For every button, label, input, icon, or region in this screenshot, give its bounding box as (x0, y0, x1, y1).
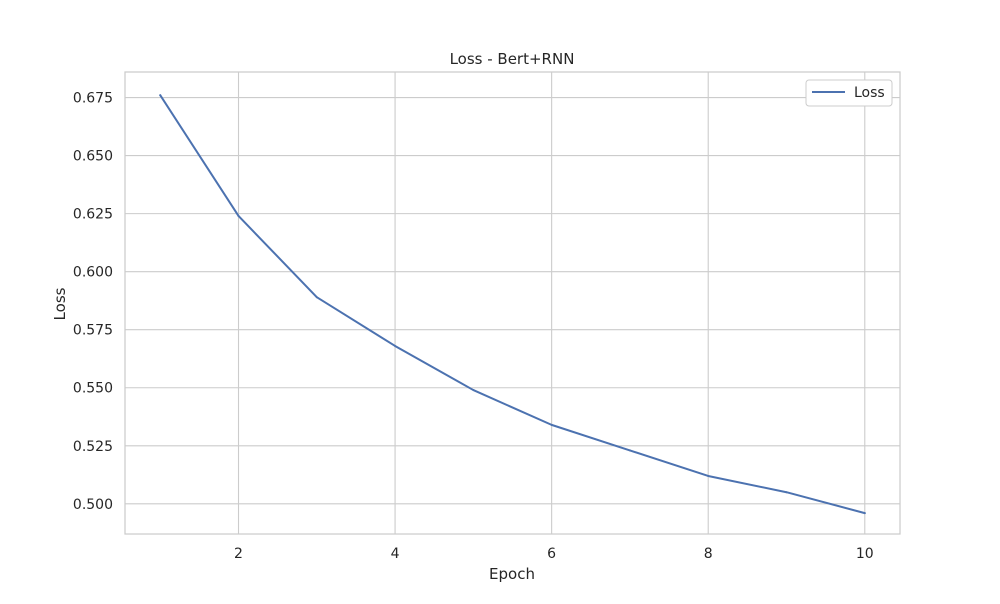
series-line-loss (159, 94, 866, 515)
x-tick-label: 2 (234, 546, 243, 562)
y-tick-label: 0.650 (73, 149, 113, 165)
legend-label-loss: Loss (854, 85, 885, 101)
y-tick-label: 0.500 (73, 497, 113, 513)
data-point (237, 214, 240, 217)
data-point (628, 449, 631, 452)
data-point (315, 296, 318, 299)
y-tick-label: 0.575 (73, 323, 113, 339)
x-tick-label: 4 (391, 546, 400, 562)
plot-area-frame (124, 71, 901, 535)
data-point (394, 344, 397, 347)
y-tick-label: 0.525 (73, 439, 113, 455)
y-tick-label: 0.675 (73, 91, 113, 107)
tick-labels: 2 4 6 8 10 0.500 0.525 0.550 0.575 0.600 0.625 0.65… (73, 91, 874, 562)
x-tick-label: 6 (547, 546, 556, 562)
x-axis-label: Epoch (489, 565, 535, 583)
data-point (159, 94, 162, 97)
y-tick-label: 0.550 (73, 381, 113, 397)
y-axis-label: Loss (51, 287, 69, 320)
x-tick-label: 10 (856, 546, 874, 562)
data-point (550, 423, 553, 426)
x-tick-label: 8 (704, 546, 713, 562)
y-tick-label: 0.600 (73, 265, 113, 281)
data-point (472, 389, 475, 392)
legend-box (805, 79, 893, 107)
gridlines (125, 72, 900, 534)
series-layer (159, 94, 866, 515)
data-point (785, 491, 788, 494)
y-tick-label: 0.625 (73, 207, 113, 223)
legend: Loss (805, 79, 893, 107)
chart-title: Loss - Bert+RNN (450, 50, 575, 68)
data-point (863, 512, 866, 515)
data-point (707, 474, 710, 477)
